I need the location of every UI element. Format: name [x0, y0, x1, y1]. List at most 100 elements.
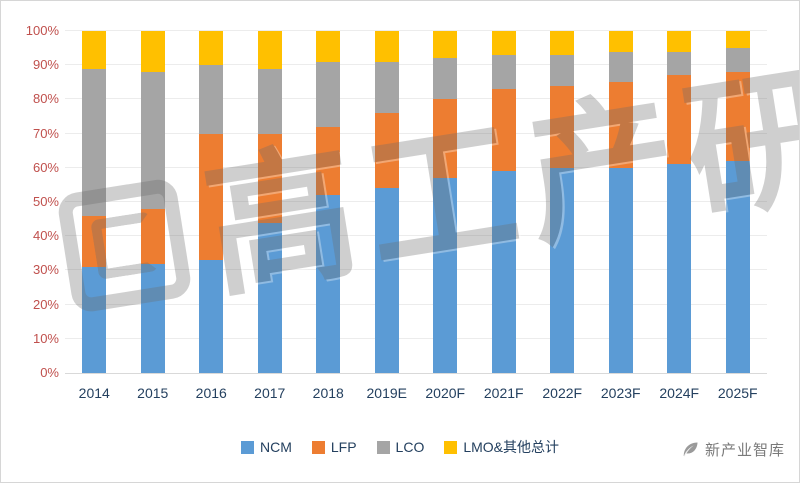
bar-segment-LCO	[667, 51, 692, 76]
gridline	[65, 337, 767, 339]
y-axis-tick-label: 60%	[32, 159, 59, 175]
bar-segment-NCM	[82, 266, 107, 373]
legend-swatch-LMO&其他总计	[444, 440, 458, 454]
y-axis-tick-label: 30%	[32, 262, 59, 278]
bar-segment-LMO&其他总计	[491, 31, 516, 55]
x-axis-label-2017: 2017	[254, 385, 286, 401]
y-axis-tick-label: 80%	[32, 91, 59, 107]
bar-segment-NCM	[608, 167, 633, 373]
gridline	[65, 98, 767, 100]
bar-segment-NCM	[491, 171, 516, 373]
legend-label: NCM	[259, 439, 292, 455]
bar-2023F	[608, 31, 633, 373]
bar-segment-LMO&其他总计	[667, 31, 692, 52]
x-axis-label-2020F: 2020F	[425, 385, 466, 401]
bar-segment-LMO&其他总计	[257, 31, 282, 69]
bar-2014	[82, 31, 107, 373]
bar-2024F	[667, 31, 692, 373]
bar-segment-NCM	[550, 167, 575, 373]
gridline	[65, 269, 767, 271]
legend-label: LCO	[395, 439, 425, 455]
legend-swatch-NCM	[240, 440, 254, 454]
bar-2019E	[374, 31, 399, 373]
x-axis-label-2014: 2014	[78, 385, 110, 401]
bar-segment-NCM	[374, 188, 399, 373]
bar-segment-LFP	[257, 133, 282, 223]
bar-slot-2015	[124, 31, 183, 373]
legend-swatch-LFP	[311, 440, 325, 454]
bar-segment-NCM	[725, 160, 750, 373]
y-axis-tick-label: 10%	[32, 330, 59, 346]
bar-slot-2019E	[358, 31, 417, 373]
legend-item-LCO: LCO	[376, 439, 425, 455]
bar-segment-LFP	[433, 99, 458, 179]
bar-segment-NCM	[140, 263, 165, 373]
bar-2020F	[433, 31, 458, 373]
x-axis-label-2015: 2015	[137, 385, 169, 401]
bar-segment-LCO	[140, 72, 165, 209]
bar-slot-2017	[241, 31, 300, 373]
gridline	[65, 30, 767, 31]
bar-segment-LFP	[199, 133, 224, 261]
gridline	[65, 201, 767, 202]
legend-swatch-LCO	[376, 440, 390, 454]
bar-slot-2016	[182, 31, 241, 373]
x-axis-label-2016: 2016	[195, 385, 227, 401]
x-axis: 2014 2015 2016 2017 2018 2019E 2020F 2021F 2022F…	[65, 385, 767, 401]
x-axis-label-2018: 2018	[312, 385, 344, 401]
bar-segment-LFP	[140, 208, 165, 264]
bar-slot-2020F	[416, 31, 475, 373]
bar-slot-2022F	[533, 31, 592, 373]
bars	[65, 31, 767, 373]
bar-segment-LCO	[257, 68, 282, 134]
bar-segment-LMO&其他总计	[140, 31, 165, 73]
legend-item-LMO&其他总计: LMO&其他总计	[444, 437, 559, 457]
bar-segment-LCO	[316, 61, 341, 127]
bar-segment-LFP	[82, 215, 107, 267]
legend: NCM LFP LCO LMO&其他总计	[1, 437, 799, 457]
brand: 新产业智库	[680, 439, 785, 460]
bar-slot-2025F	[709, 31, 768, 373]
legend-label: LFP	[330, 439, 357, 455]
bar-2018	[316, 31, 341, 373]
bar-segment-LCO	[725, 48, 750, 73]
x-axis-label-2019E: 2019E	[366, 385, 407, 401]
feather-icon	[683, 442, 698, 457]
bar-2025F	[725, 31, 750, 373]
gridline	[65, 235, 767, 237]
bar-2016	[199, 31, 224, 373]
x-axis-label-2025F: 2025F	[717, 385, 758, 401]
gridline	[65, 166, 767, 168]
gridline	[65, 64, 767, 66]
y-axis-tick-label: 20%	[32, 296, 59, 312]
legend-item-LFP: LFP	[311, 439, 357, 455]
bar-slot-2021F	[475, 31, 534, 373]
x-axis-label-2023F: 2023F	[600, 385, 641, 401]
bar-segment-LFP	[608, 82, 633, 168]
bar-slot-2018	[299, 31, 358, 373]
bar-segment-LFP	[374, 113, 399, 189]
y-axis-tick-label: 90%	[32, 57, 59, 73]
bar-slot-2023F	[592, 31, 651, 373]
bar-slot-2024F	[650, 31, 709, 373]
bar-segment-NCM	[433, 178, 458, 373]
bar-2021F	[491, 31, 516, 373]
bar-segment-LFP	[667, 75, 692, 165]
bar-segment-LCO	[550, 54, 575, 86]
x-axis-label-2021F: 2021F	[483, 385, 524, 401]
plot-area	[65, 30, 767, 374]
bar-segment-NCM	[316, 195, 341, 373]
bar-2017	[257, 31, 282, 373]
bar-segment-NCM	[199, 260, 224, 373]
bar-segment-LMO&其他总计	[374, 31, 399, 62]
bar-segment-LMO&其他总计	[316, 31, 341, 62]
bar-segment-LFP	[316, 126, 341, 196]
y-axis-tick-label: 50%	[32, 194, 59, 209]
bar-segment-LMO&其他总计	[608, 31, 633, 52]
bar-segment-LCO	[491, 54, 516, 90]
legend-item-NCM: NCM	[240, 439, 292, 455]
bar-2022F	[550, 31, 575, 373]
gridline	[65, 303, 767, 305]
bar-segment-LFP	[491, 89, 516, 172]
